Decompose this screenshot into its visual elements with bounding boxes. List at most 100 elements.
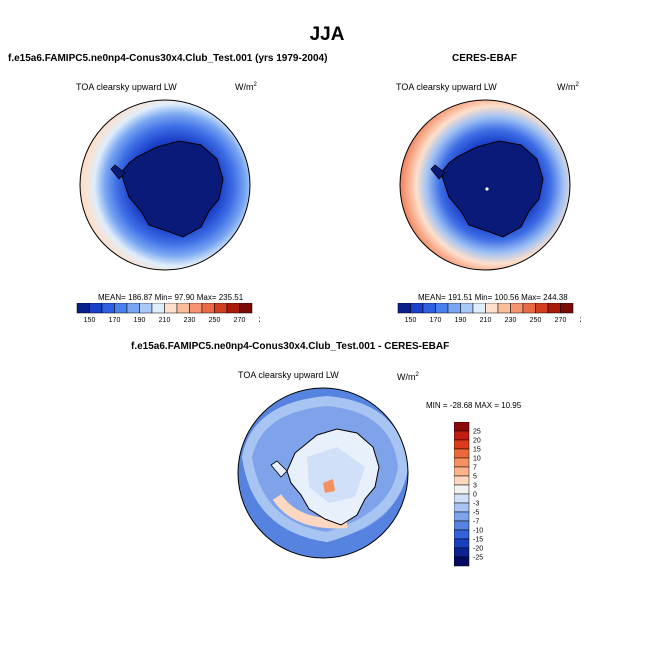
diff-colorbar-label: -20 — [473, 546, 483, 553]
model-colorbar-swatch — [76, 303, 90, 314]
model-colorbar-swatch — [176, 303, 190, 314]
obs-colorbar-label: 250 — [530, 317, 542, 324]
model-colorbar-label: 170 — [109, 317, 121, 324]
model-colorbar-labels: 150 170 190 210 230 250 270 290 — [84, 317, 260, 324]
diff-colorbar-swatch — [454, 422, 470, 432]
diff-panel-title: f.e15a6.FAMIPC5.ne0np4-Conus30x4.Club_Te… — [131, 341, 450, 352]
obs-colorbar-label: 170 — [430, 317, 442, 324]
model-colorbar-swatch — [239, 303, 253, 314]
model-colorbar-label: 150 — [84, 317, 96, 324]
diff-stats: MIN = -28.68 MAX = 10.95 — [426, 401, 522, 410]
obs-colorbar-swatch — [485, 303, 499, 314]
obs-colorbar-swatch — [510, 303, 524, 314]
model-colorbar-label: 290 — [259, 317, 260, 324]
model-colorbar-label: 230 — [184, 317, 196, 324]
obs-panel-title: CERES-EBAF — [452, 53, 518, 64]
obs-colorbar-label: 190 — [455, 317, 467, 324]
diff-colorbar-swatch — [454, 493, 470, 504]
diff-colorbar-swatch — [454, 484, 470, 495]
model-colorbar-swatch — [214, 303, 228, 314]
diff-colorbar-swatch — [454, 475, 470, 486]
obs-colorbar-label: 210 — [480, 317, 492, 324]
diff-colorbar-swatch — [454, 520, 470, 531]
diff-colorbar-label: -25 — [473, 555, 483, 562]
diff-colorbar-label: 15 — [473, 447, 481, 454]
diff-colorbar-label: 5 — [473, 474, 477, 481]
model-colorbar-label: 250 — [209, 317, 221, 324]
obs-variable-label: TOA clearsky upward LW — [396, 82, 497, 92]
model-colorbar-swatch — [164, 303, 178, 314]
diff-colorbar-label: -5 — [473, 510, 479, 517]
obs-colorbar: 150 170 190 210 230 250 270 290 — [397, 303, 581, 324]
model-colorbar-swatch — [226, 303, 240, 314]
diff-colorbar-swatch — [454, 556, 470, 567]
model-colorbar-swatch — [139, 303, 153, 314]
antarctica-shape — [440, 140, 544, 238]
obs-colorbar-swatches — [397, 303, 574, 314]
obs-colorbar-label: 150 — [405, 317, 417, 324]
diff-colorbar-swatch — [454, 430, 470, 441]
model-colorbar-label: 190 — [134, 317, 146, 324]
diff-colorbar-swatch — [454, 511, 470, 522]
model-units-label: W/m2 — [235, 82, 257, 92]
diff-colorbar-label: -15 — [473, 537, 483, 544]
obs-colorbar-swatch — [497, 303, 511, 314]
obs-stats: MEAN= 191.51 Min= 100.56 Max= 244.38 — [418, 293, 568, 302]
diff-colorbar-swatch — [454, 538, 470, 549]
diff-variable-label: TOA clearsky upward LW — [238, 370, 339, 380]
model-stats: MEAN= 186.87 Min= 97.90 Max= 235.51 — [98, 293, 244, 302]
obs-units-label: W/m2 — [557, 82, 579, 92]
diff-colorbar: 25 20 15 10 7 5 3 0 -3 -5 -7 -10 -15 -20 -25 — [454, 422, 483, 567]
diff-colorbar-label: 7 — [473, 465, 477, 472]
diff-colorbar-swatch — [454, 547, 470, 558]
diff-colorbar-label: 3 — [473, 483, 477, 490]
diff-colorbar-label: 25 — [473, 429, 481, 436]
diff-colorbar-label: -10 — [473, 528, 483, 535]
model-panel-title: f.e15a6.FAMIPC5.ne0np4-Conus30x4.Club_Te… — [8, 53, 328, 64]
model-colorbar-swatches — [76, 303, 253, 314]
diff-units-label: W/m2 — [397, 372, 419, 382]
diff-colorbar-swatch — [454, 466, 470, 477]
model-colorbar-swatch — [151, 303, 165, 314]
obs-polar-map — [399, 99, 571, 271]
obs-colorbar-label: 230 — [505, 317, 517, 324]
obs-colorbar-swatch — [535, 303, 549, 314]
model-colorbar-swatch — [114, 303, 128, 314]
diff-colorbar-label: 0 — [473, 492, 477, 499]
obs-colorbar-swatch — [447, 303, 461, 314]
obs-colorbar-swatch — [472, 303, 486, 314]
diff-colorbar-swatch — [454, 529, 470, 540]
obs-colorbar-swatch — [422, 303, 436, 314]
diff-colorbar-labels: 25 20 15 10 7 5 3 0 -3 -5 -7 -10 -15 -20 -25 — [473, 429, 483, 562]
model-colorbar-label: 270 — [234, 317, 246, 324]
antarctica-shape — [120, 140, 224, 238]
obs-colorbar-label: 290 — [580, 317, 581, 324]
diff-colorbar-label: 10 — [473, 456, 481, 463]
diff-colorbar-swatches — [454, 422, 470, 567]
model-variable-label: TOA clearsky upward LW — [76, 82, 177, 92]
figure-title: JJA — [309, 24, 345, 45]
model-colorbar-swatch — [201, 303, 215, 314]
obs-colorbar-labels: 150 170 190 210 230 250 270 290 — [405, 317, 581, 324]
diff-colorbar-swatch — [454, 457, 470, 468]
diff-colorbar-label: -7 — [473, 519, 479, 526]
model-colorbar-swatch — [189, 303, 203, 314]
obs-colorbar-swatch — [397, 303, 411, 314]
obs-colorbar-swatch — [435, 303, 449, 314]
obs-colorbar-swatch — [547, 303, 561, 314]
diff-colorbar-label: 20 — [473, 438, 481, 445]
model-polar-map — [79, 99, 251, 271]
obs-colorbar-swatch — [460, 303, 474, 314]
obs-colorbar-swatch — [410, 303, 424, 314]
diff-colorbar-swatch — [454, 448, 470, 459]
diff-colorbar-label: -3 — [473, 501, 479, 508]
obs-colorbar-swatch — [560, 303, 574, 314]
diff-colorbar-swatch — [454, 439, 470, 450]
model-colorbar-swatch — [101, 303, 115, 314]
diff-colorbar-swatch — [454, 502, 470, 513]
diff-polar-map — [237, 387, 409, 559]
model-colorbar-swatch — [126, 303, 140, 314]
model-colorbar-label: 210 — [159, 317, 171, 324]
obs-colorbar-swatch — [522, 303, 536, 314]
model-colorbar-swatch — [89, 303, 103, 314]
